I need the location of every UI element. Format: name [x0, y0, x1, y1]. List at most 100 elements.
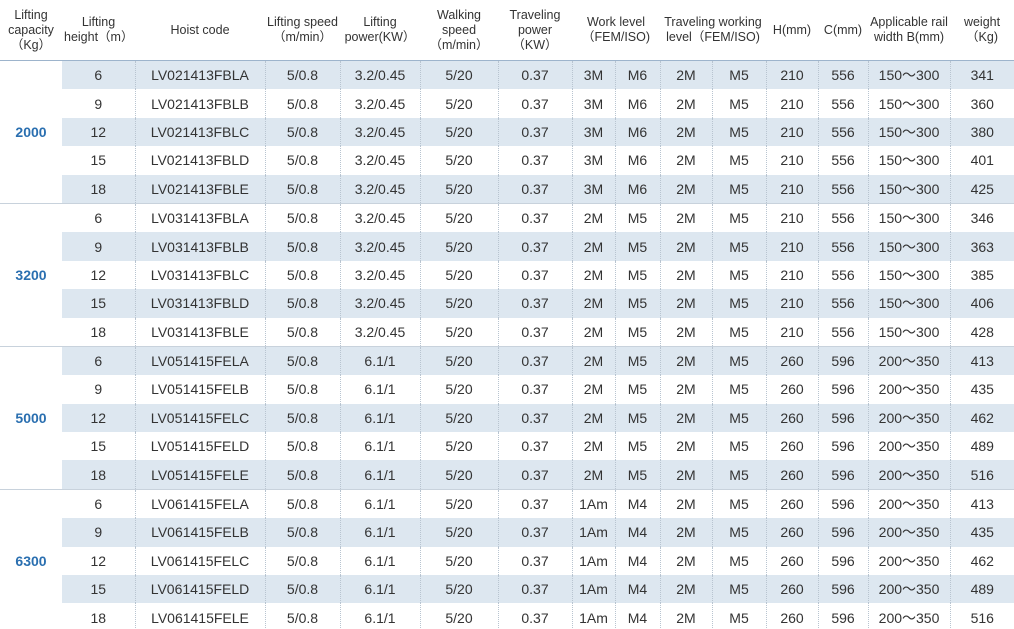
cell: 0.37	[497, 375, 572, 404]
cell: M5	[711, 375, 767, 404]
table-row: 12 LV031413FBLC 5/0.8 3.2/0.45 5/20 0.37 2M M5 2…	[0, 260, 1014, 290]
cell: LV031413FBLA	[134, 202, 265, 233]
table-row: 9 LV021413FBLB 5/0.8 3.2/0.45 5/20 0.37 3M M6 2M…	[0, 89, 1014, 118]
cell: 5/20	[419, 260, 498, 290]
header-row: Lifting capacity（Kg） Lifting height（m） Hoi…	[0, 0, 1014, 61]
cell: 260	[765, 432, 819, 461]
cell: 12	[62, 403, 135, 433]
cell: 5/0.8	[264, 146, 340, 175]
column-header: Lifting speed（m/min）	[265, 0, 340, 61]
cell: 200～350	[867, 345, 951, 376]
cell: 3M	[571, 117, 615, 147]
cell: 5/20	[419, 403, 498, 433]
table-row: 2000 6 LV021413FBLA 5/0.8 3.2/0.45 5/20 0.37 3M…	[0, 60, 1014, 204]
cell: M5	[614, 317, 660, 347]
cell: 462	[949, 403, 1014, 433]
cell: 150～300	[867, 232, 951, 261]
cell: 435	[949, 375, 1014, 404]
column-header: Walking speed（m/min）	[420, 0, 498, 61]
cell: M6	[614, 174, 660, 204]
cell: 210	[765, 174, 819, 204]
cell: 260	[765, 546, 819, 576]
cell: M5	[711, 488, 767, 519]
cell: 2M	[659, 174, 712, 204]
cell: 0.37	[497, 60, 572, 90]
cell: M5	[711, 345, 767, 376]
cell: 2M	[571, 345, 615, 376]
table-row: 3200 6 LV031413FBLA 5/0.8 3.2/0.45 5/20 0.37 2M…	[0, 202, 1014, 347]
column-header: Work level（FEM/ISO)	[572, 0, 660, 61]
table-row: 18 LV051415FELE 5/0.8 6.1/1 5/20 0.37 2M M5 2M M5…	[0, 460, 1014, 490]
cell: 5/0.8	[264, 174, 340, 204]
cell: 2M	[659, 146, 712, 175]
cell: M5	[614, 232, 660, 261]
column-header: Lifting capacity（Kg）	[0, 0, 62, 61]
cell: 260	[765, 575, 819, 604]
cell: M6	[614, 89, 660, 118]
column-header: Traveling power（KW）	[498, 0, 572, 61]
cell: M5	[711, 60, 767, 90]
cell: M5	[614, 375, 660, 404]
cell: 2M	[571, 317, 615, 347]
cell: M5	[614, 345, 660, 376]
cell: 596	[817, 603, 869, 629]
cell: 150～300	[867, 260, 951, 290]
cell: 5/0.8	[264, 202, 340, 233]
cell: LV051415FELE	[134, 460, 265, 490]
column-header: Lifting height（m）	[62, 0, 135, 61]
cell: 401	[949, 146, 1014, 175]
cell: 3.2/0.45	[339, 146, 420, 175]
cell: LV031413FBLB	[134, 232, 265, 261]
cell: M5	[711, 146, 767, 175]
cell: 3.2/0.45	[339, 117, 420, 147]
cell: M5	[711, 174, 767, 204]
cell: 6.1/1	[339, 488, 420, 519]
cell: 5/0.8	[264, 403, 340, 433]
table-row: 15 LV051415FELD 5/0.8 6.1/1 5/20 0.37 2M M5 2M M5…	[0, 432, 1014, 461]
cell: 15	[62, 289, 135, 318]
cell: 360	[949, 89, 1014, 118]
cell: 200～350	[867, 460, 951, 490]
cell: 200～350	[867, 432, 951, 461]
cell: 363	[949, 232, 1014, 261]
cell: 5/0.8	[264, 117, 340, 147]
table-row: 18 LV021413FBLE 5/0.8 3.2/0.45 5/20 0.37 3M M6 2…	[0, 174, 1014, 204]
cell: 2M	[659, 260, 712, 290]
table-row: 12 LV021413FBLC 5/0.8 3.2/0.45 5/20 0.37 3M M6 2…	[0, 117, 1014, 147]
column-header: Traveling working level（FEM/ISO)	[660, 0, 767, 61]
cell: 200～350	[867, 403, 951, 433]
column-header: Lifting power(KW）	[340, 0, 420, 61]
cell: 516	[949, 603, 1014, 629]
cell: 0.37	[497, 403, 572, 433]
cell: 200～350	[867, 546, 951, 576]
column-header: H(mm)	[766, 0, 819, 61]
cell: 5/0.8	[264, 518, 340, 547]
cell: 210	[765, 89, 819, 118]
cell: 260	[765, 460, 819, 490]
cell: LV021413FBLC	[134, 117, 265, 147]
cell: 5/20	[419, 375, 498, 404]
cell: 0.37	[497, 89, 572, 118]
cell: 5/0.8	[264, 546, 340, 576]
cell: 150～300	[867, 146, 951, 175]
cell: 6	[62, 488, 135, 519]
cell: 6	[62, 60, 135, 90]
cell: LV021413FBLD	[134, 146, 265, 175]
cell: 556	[817, 89, 869, 118]
cell: 150～300	[867, 289, 951, 318]
capacity-cell: 3200	[0, 202, 62, 347]
cell: M6	[614, 117, 660, 147]
table-row: 9 LV061415FELB 5/0.8 6.1/1 5/20 0.37 1Am M4 2M M5…	[0, 518, 1014, 547]
cell: 0.37	[497, 345, 572, 376]
cell: 2M	[659, 432, 712, 461]
cell: 260	[765, 345, 819, 376]
cell: 12	[90, 552, 107, 569]
cell: 0.37	[497, 260, 572, 290]
cell: 5/20	[419, 432, 498, 461]
cell: 260	[765, 403, 819, 433]
cell: 1Am	[571, 488, 615, 519]
cell: 596	[817, 546, 869, 576]
table-row: 18 LV031413FBLE 5/0.8 3.2/0.45 5/20 0.37 2M M5 2…	[0, 317, 1014, 347]
cell: M5	[711, 403, 767, 433]
cell: 3M	[571, 146, 615, 175]
